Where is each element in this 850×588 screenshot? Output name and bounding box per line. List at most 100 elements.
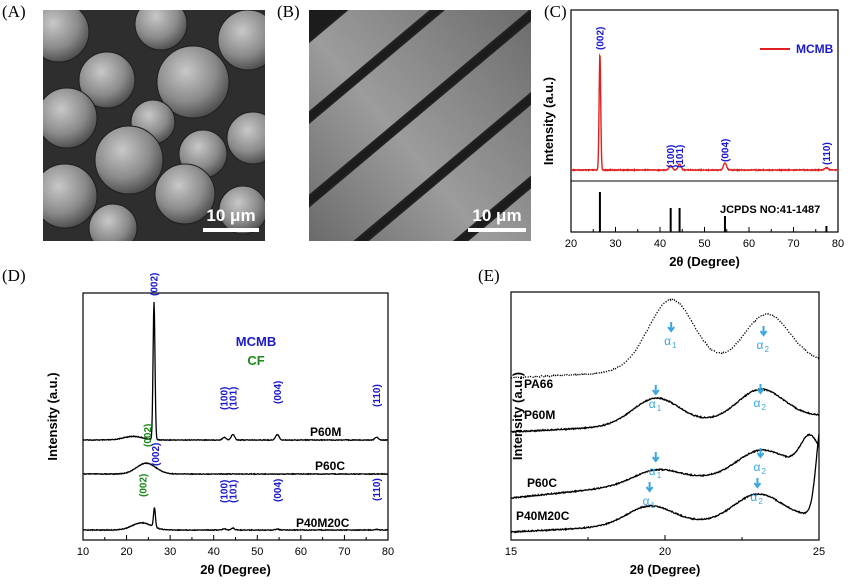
chart-e-series-label: P40M20C [516,509,570,523]
chart-c-x-tick-label: 40 [654,238,666,250]
sem-image-microspheres [43,10,265,241]
chart-d-peak-label-bottom: (002) [139,474,150,497]
scale-bar-line-b [468,228,526,232]
chart-c-series-mcmb-line [570,53,839,173]
chart-c-reference-label: JCPDS NO:41-1487 [720,204,820,216]
chart-e-series-line [510,387,820,434]
chart-d-peak-label-top: (004) [273,381,284,404]
chart-c-peak-label: (002) [595,27,606,50]
chart-e-series-label: P60M [524,408,555,422]
chart-c-y-axis-label: Intensity (a.u.) [541,77,556,165]
chart-c-x-tick-label: 70 [787,238,799,250]
chart-d-series-line [82,301,389,442]
chart-e-alpha-symbol: α [649,397,656,411]
scale-label-b: 10 μm [472,206,522,225]
chart-e-alpha-subscript: 1 [657,471,662,480]
chart-d-x-tick-label: 60 [295,546,307,558]
chart-d-series-label: P60M [310,425,341,439]
chart-c-legend-label: MCMB [796,42,834,56]
chart-d-x-tick-label: 50 [251,546,263,558]
chart-d-peak-label-top: (110) [372,384,383,407]
chart-e-alpha-symbol: α [750,490,757,504]
chart-e-alpha-subscript: 1 [651,501,656,510]
chart-d-peak-label-top: (002) [150,273,161,296]
chart-e-alpha-symbol: α [753,396,760,410]
chart-c-x-tick-label: 50 [698,238,710,250]
chart-d-x-tick-label: 10 [77,546,89,558]
chart-e-alpha-symbol: α [753,460,760,474]
panel-label-a: (A) [2,2,26,21]
chart-e-series-line [510,298,820,380]
scale-bar-line-a [203,228,259,232]
chart-e-alpha-subscript: 2 [761,467,766,476]
scale-label-a: 10 μm [206,206,256,225]
chart-c-x-tick-label: 80 [832,238,844,250]
scale-bar-a: 10 μm [203,206,259,232]
chart-e-alpha-subscript: 2 [765,345,770,354]
chart-d-peak-label-cf: (002) [143,424,154,447]
chart-d-x-tick-label: 40 [208,546,220,558]
chart-e-series-line [510,433,820,500]
chart-d-x-tick-label: 30 [164,546,176,558]
chart-e-x-axis-label: 2θ (Degree) [630,562,701,577]
chart-d-peak-label-bottom: (004) [273,479,284,502]
chart-c-peak-label: (004) [720,139,731,162]
chart-e-alpha-symbol: α [757,338,764,352]
chart-e-alpha-subscript: 2 [758,497,763,506]
panel-label-d: (D) [2,266,26,285]
chart-c-x-tick-label: 60 [743,238,755,250]
panel-label-b: (B) [277,2,300,21]
chart-d-x-tick-label: 20 [120,546,132,558]
chart-e-alpha-arrow [756,448,765,459]
sem-image-fibers [309,10,531,241]
chart-c-x-tick-label: 20 [565,238,577,250]
chart-e-alpha-arrow [645,482,654,493]
chart-d-series-label: P40M20C [296,516,350,530]
chart-e-alpha-arrow [667,322,675,333]
chart-e-alpha-subscript: 1 [672,341,677,350]
chart-e-alpha-symbol: α [643,494,650,508]
chart-d-legend-mcmb: MCMB [236,334,276,349]
chart-d-peak-label-bottom: (002) [151,443,162,466]
chart-e-alpha-arrow [753,478,762,489]
chart-d-x-axis-label: 2θ (Degree) [200,562,271,577]
chart-e-alpha-arrow [651,452,660,463]
chart-e-alpha-subscript: 1 [657,404,662,413]
chart-e-alpha-arrow [756,384,765,395]
chart-d-series-line [82,507,389,532]
chart-e-x-tick-label: 20 [659,546,671,558]
chart-c-x-axis-label: 2θ (Degree) [669,254,740,269]
chart-e-plot-frame [510,291,820,541]
chart-d-x-tick-label: 70 [338,546,350,558]
chart-e-alpha-symbol: α [664,334,671,348]
chart-e-y-axis-label: Intensity (a.u.) [510,372,525,460]
panel-label-e: (E) [478,266,500,285]
chart-d-legend-cf: CF [247,353,264,368]
chart-d-peak-label-top: (100) [220,387,231,410]
chart-c-peak-label: (110) [822,142,833,165]
chart-e-series-label: PA66 [524,377,553,391]
chart-e-alpha-symbol: α [649,464,656,478]
chart-d-peak-label-bottom: (100) [220,480,231,503]
chart-d-peak-label-bottom: (101) [228,480,239,503]
chart-c-peak-label: (100) [666,145,677,168]
chart-e-series-line [510,434,820,534]
chart-e-x-tick-label: 15 [505,546,517,558]
chart-d-peak-label-bottom: (110) [372,478,383,501]
chart-e-alpha-arrow [759,326,768,337]
chart-e-alpha-arrow [651,385,660,396]
chart-c-x-tick-label: 30 [609,238,621,250]
chart-d-x-tick-label: 80 [382,546,394,558]
chart-e-alpha-subscript: 2 [761,403,766,412]
chart-d-series-label: P60C [315,459,345,473]
scale-bar-b: 10 μm [468,206,526,232]
chart-d-y-axis-label: Intensity (a.u.) [45,372,60,460]
chart-e-x-tick-label: 25 [813,546,825,558]
chart-d-peak-label-top: (101) [228,387,239,410]
chart-c-peak-label: (101) [675,145,686,168]
panel-label-c: (C) [544,2,567,21]
chart-e-series-label: P60C [527,476,557,490]
